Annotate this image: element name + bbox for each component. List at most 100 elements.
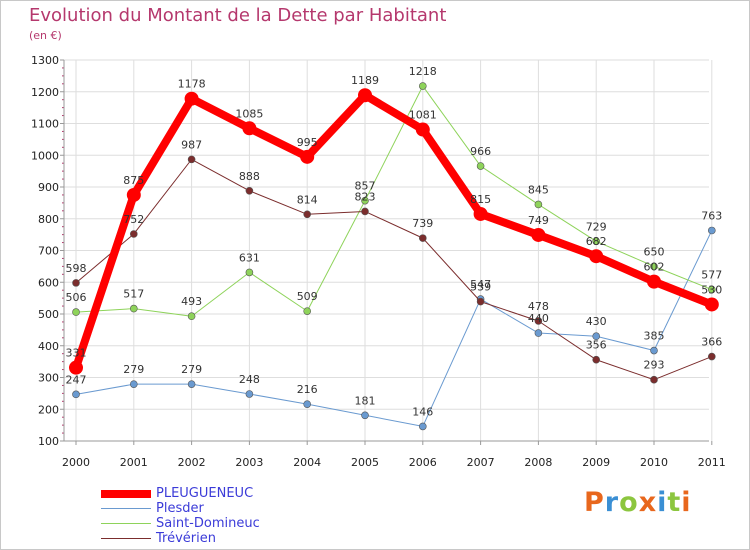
data-label: 440 (528, 312, 549, 325)
data-point (361, 196, 369, 205)
y-tick-label: 400 (38, 340, 59, 353)
data-point (242, 121, 257, 136)
data-point (592, 237, 601, 246)
data-label: 966 (470, 145, 491, 158)
legend-swatch (101, 489, 151, 498)
data-point (476, 162, 485, 170)
data-label: 739 (412, 217, 433, 230)
x-tick-label: 2008 (524, 456, 552, 469)
data-point (476, 297, 485, 306)
y-tick-label: 300 (38, 372, 59, 385)
data-label: 814 (297, 193, 318, 206)
data-label: 1178 (178, 78, 206, 91)
data-label: 752 (123, 213, 144, 226)
data-label: 248 (239, 373, 260, 386)
data-point (534, 317, 543, 325)
data-point (650, 346, 658, 355)
data-label: 506 (66, 291, 87, 304)
data-point (245, 187, 254, 195)
data-point (126, 187, 141, 202)
data-label: 631 (239, 251, 260, 264)
data-label: 598 (66, 262, 87, 275)
y-tick-label: 800 (38, 213, 59, 226)
data-point (650, 262, 658, 271)
y-tick-label: 1000 (31, 149, 59, 162)
data-point (303, 307, 312, 315)
data-point (418, 82, 427, 90)
data-label: 823 (355, 190, 376, 203)
data-point (130, 380, 138, 388)
data-label: 577 (701, 269, 722, 282)
data-point (418, 234, 427, 242)
data-label: 530 (701, 283, 722, 296)
data-label: 888 (239, 170, 260, 183)
data-point (130, 304, 138, 313)
y-tick-label: 100 (38, 435, 59, 448)
data-label: 547 (470, 278, 491, 291)
legend: PLEUGUENEUC Plesder Saint-Domineuc Trévérie… (101, 486, 361, 546)
data-point (418, 422, 427, 431)
data-point (245, 390, 254, 398)
data-label: 995 (297, 136, 318, 149)
data-label: 331 (66, 347, 87, 360)
data-label: 1081 (409, 109, 437, 122)
logo-letter: i (657, 487, 668, 518)
data-label: 1218 (409, 65, 437, 78)
x-tick-label: 2007 (467, 456, 495, 469)
data-label: 247 (66, 373, 87, 386)
data-point (187, 312, 196, 321)
data-point (187, 380, 196, 388)
data-label: 279 (181, 363, 202, 376)
logo-letter: x (638, 487, 658, 518)
data-point (303, 210, 312, 219)
data-label: 875 (123, 174, 144, 187)
data-point (303, 400, 312, 408)
data-label: 478 (528, 300, 549, 313)
logo-letter: r (604, 487, 620, 518)
x-tick-label: 2005 (351, 456, 379, 469)
data-label: 763 (701, 209, 722, 222)
data-label: 749 (528, 214, 549, 227)
data-label: 146 (412, 405, 433, 418)
legend-label: Saint-Domineuc (156, 516, 260, 531)
data-label: 682 (586, 235, 607, 248)
data-point (707, 352, 716, 361)
data-label: 539 (470, 281, 491, 294)
data-point (184, 91, 199, 106)
x-tick-label: 2001 (120, 456, 148, 469)
data-point (361, 411, 369, 420)
series-line-2 (75, 85, 712, 317)
series-line-0 (72, 91, 714, 369)
data-label: 356 (586, 339, 607, 352)
data-point (534, 200, 543, 209)
data-label: 729 (586, 220, 607, 233)
data-label: 857 (355, 180, 376, 193)
legend-label: Trévérien (156, 531, 216, 546)
data-point (473, 206, 488, 221)
data-point (592, 332, 601, 341)
x-tick-label: 2004 (293, 456, 321, 469)
data-point (72, 308, 80, 316)
y-tick-label: 700 (38, 245, 59, 258)
y-tick-label: 900 (38, 181, 59, 194)
x-tick-label: 2009 (582, 456, 610, 469)
data-point (534, 329, 543, 337)
data-point (361, 207, 369, 216)
data-point (415, 122, 430, 137)
data-label: 815 (470, 193, 491, 206)
logo-letter: t (667, 487, 682, 518)
chart-title: Evolution du Montant de la Dette par Hab… (29, 5, 447, 26)
logo-letter: o (619, 487, 639, 518)
data-label: 279 (123, 363, 144, 376)
logo-letter: P (584, 487, 605, 518)
legend-swatch (101, 522, 151, 525)
data-point (245, 268, 254, 277)
data-point (72, 390, 80, 399)
data-label: 987 (181, 138, 202, 151)
series-line-3 (75, 158, 712, 381)
x-tick-label: 2006 (409, 456, 437, 469)
data-point (130, 230, 138, 238)
y-tick-label: 200 (38, 403, 59, 416)
data-label: 650 (644, 245, 665, 258)
